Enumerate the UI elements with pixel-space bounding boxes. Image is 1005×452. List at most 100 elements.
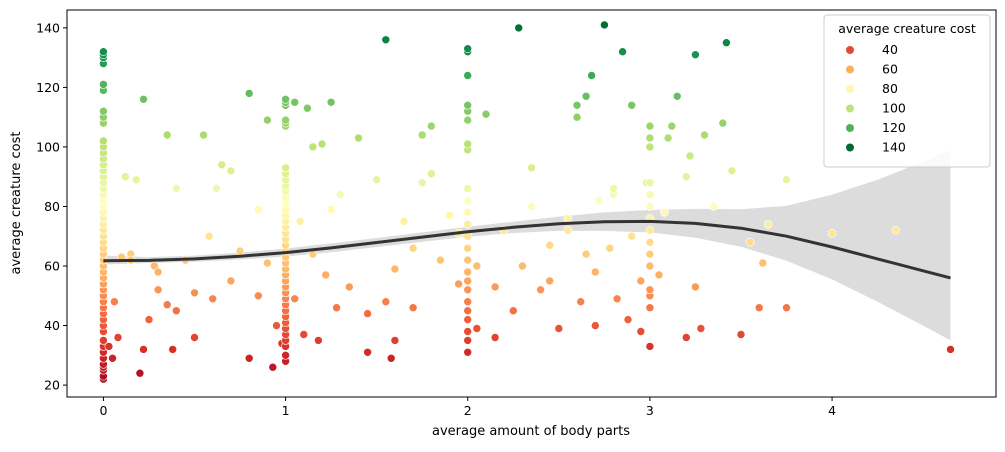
x-axis-label: average amount of body parts (432, 424, 630, 439)
data-point (590, 267, 600, 277)
data-point (290, 294, 300, 304)
y-tick-label: 100 (36, 139, 60, 154)
data-point (381, 35, 391, 45)
data-point (253, 205, 263, 214)
data-point (272, 321, 281, 330)
data-point (463, 101, 473, 110)
data-point (627, 101, 637, 110)
data-point (172, 184, 181, 193)
data-point (463, 306, 473, 316)
data-point (536, 285, 545, 295)
data-point (636, 276, 646, 286)
data-point (308, 142, 318, 152)
legend-label: 60 (882, 62, 898, 77)
data-point (891, 226, 901, 235)
data-point (763, 220, 773, 229)
data-point (295, 217, 305, 226)
data-point (663, 133, 673, 143)
data-point (645, 249, 655, 259)
legend-entries: 40 60 80 100 120 140 (846, 42, 906, 155)
data-point (463, 139, 473, 149)
data-point (722, 38, 731, 48)
data-point (426, 121, 436, 131)
data-point (681, 333, 691, 342)
data-point (417, 178, 427, 187)
data-point (518, 261, 527, 271)
data-point (463, 297, 473, 307)
data-point (386, 353, 396, 363)
data-point (645, 285, 655, 295)
x-tick-label: 4 (828, 403, 836, 418)
data-point (605, 243, 615, 253)
legend-label: 40 (882, 42, 898, 57)
data-point (554, 324, 564, 333)
data-point (454, 279, 463, 289)
data-point (463, 115, 473, 125)
data-point (527, 202, 536, 211)
data-point (244, 353, 254, 363)
data-point (572, 112, 582, 122)
data-point (235, 246, 245, 256)
data-point (691, 282, 700, 292)
data-point (303, 103, 312, 113)
data-point (645, 237, 655, 247)
data-point (263, 115, 272, 125)
data-point (226, 166, 236, 176)
data-point (445, 211, 454, 220)
data-point (600, 20, 609, 30)
data-point (700, 130, 709, 140)
data-points-layer (99, 20, 955, 384)
data-point (463, 336, 473, 345)
data-point (139, 345, 148, 354)
data-point (576, 297, 586, 307)
data-point (172, 306, 181, 316)
confidence-band-layer (103, 149, 951, 341)
data-point (745, 237, 755, 247)
regression-line-layer (103, 219, 951, 280)
data-point (545, 240, 555, 250)
data-point (623, 315, 633, 324)
data-point (590, 321, 600, 330)
data-point (563, 214, 573, 223)
y-tick-label: 140 (36, 20, 60, 35)
data-point (696, 324, 706, 333)
y-tick-label: 120 (36, 80, 60, 95)
data-point (204, 231, 214, 241)
data-point (217, 160, 227, 170)
data-point (139, 95, 148, 104)
data-point (99, 47, 108, 57)
data-point (508, 306, 518, 316)
data-point (463, 71, 473, 80)
data-point (153, 285, 163, 295)
data-point (681, 172, 691, 181)
data-point (290, 98, 300, 107)
data-point (144, 315, 154, 324)
data-point (490, 333, 500, 342)
data-point (645, 190, 655, 199)
data-point (463, 44, 473, 54)
data-point (299, 330, 309, 339)
data-point (685, 151, 695, 161)
data-point (108, 353, 117, 363)
data-point (645, 226, 655, 235)
x-tick-label: 0 (99, 403, 107, 418)
data-point (99, 106, 108, 116)
data-point (736, 330, 746, 339)
data-point (104, 342, 114, 351)
data-point (827, 229, 837, 238)
data-point (481, 109, 491, 119)
legend-marker (846, 65, 854, 74)
data-point (226, 276, 236, 286)
data-point (563, 226, 573, 235)
data-point (463, 276, 473, 286)
data-point (463, 243, 473, 253)
data-point (99, 336, 108, 345)
y-axis-label: average creature cost (9, 131, 24, 274)
data-point (645, 342, 655, 351)
legend-label: 120 (882, 120, 906, 135)
data-point (113, 333, 123, 342)
data-point (627, 231, 637, 241)
data-point (321, 270, 331, 280)
data-point (587, 71, 596, 80)
